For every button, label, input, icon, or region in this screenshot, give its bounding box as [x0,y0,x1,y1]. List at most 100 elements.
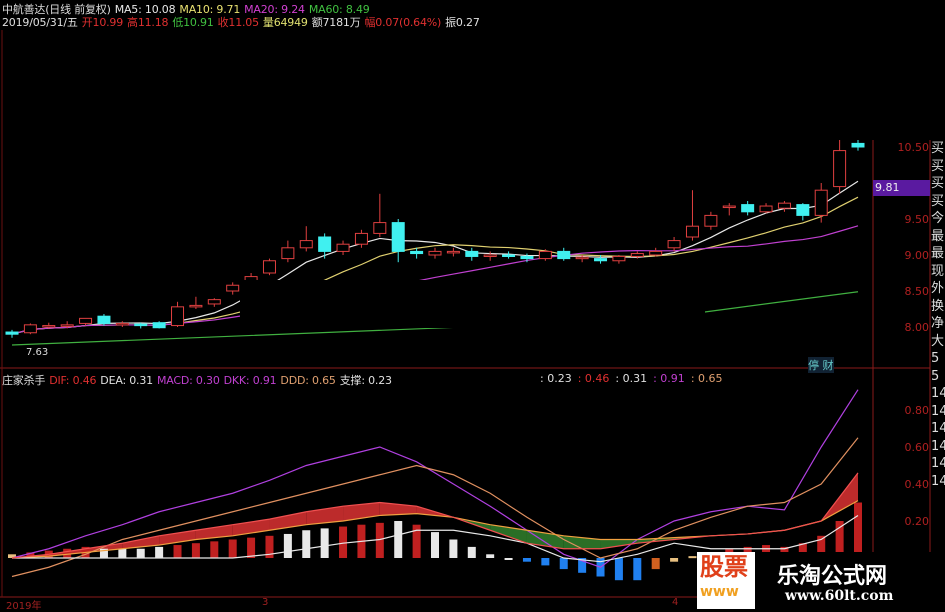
candle-body [704,214,718,227]
dif-line [11,472,859,559]
indicator-bar [155,546,164,558]
side-panel-label: 最 [931,228,945,244]
candle-body [796,204,810,216]
side-panel-label: 14 [931,456,945,471]
indicator-bar [320,528,329,558]
indicator-value: : 0.23 [540,372,572,385]
redacted-region [533,0,945,140]
indicator-bar [210,541,219,558]
indicator-bar [375,522,384,558]
side-panel-label: 买 [931,176,945,191]
low-price-label: 7.63 [26,347,49,358]
indicator-axis-label: 0.60 [904,441,930,454]
side-panel-label: 大 [931,333,945,349]
candle-body [594,258,608,262]
current-price-tag: 9.81 [873,180,930,196]
indicator-bar [63,548,72,558]
candle-body [97,315,111,324]
side-panel-label: 买 [931,158,945,174]
candle-body [171,306,185,327]
price-axis-label: 8.50 [904,285,930,298]
indicator-bar [651,558,660,570]
indicator-value: DEA: 0.31 [100,374,153,387]
indicator-axis-label: 0.20 [904,515,930,528]
watermark-name: 乐淘公式网 [777,563,888,589]
watermark-logo: 股票 www [697,552,755,609]
price-axis-label: 8.00 [904,321,930,334]
indicator-repeat-values: : 0.23: 0.46: 0.31: 0.91: 0.65 [540,372,729,385]
indicator-value: DDD: 0.65 [280,374,336,387]
ma-value: MA5: 10.08 [114,3,176,16]
quote-value: 收11.05 [217,16,259,29]
candle-body [483,254,497,257]
candle-body [189,304,203,308]
quote-value: 高11.18 [127,16,169,29]
date-label: 4 [672,597,679,608]
candle-body [833,150,847,188]
dif-dea-area [600,539,638,549]
indicator-bar [412,524,421,558]
indicator-bar [559,558,568,570]
candle-body [134,323,148,327]
indicator-bar [798,543,807,558]
indicator-bar [283,533,292,558]
candle-body [152,322,166,329]
candle-body [649,250,663,256]
ma-value: MA60: 8.49 [308,3,370,16]
indicator-value: MACD: 0.30 [156,374,220,387]
candle-body [373,222,387,234]
price-axis-label: 9.00 [904,249,930,262]
watermark: 股票 www 乐淘公式网 www.60lt.com [697,552,945,609]
indicator-bar [26,552,35,558]
redacted-region [240,280,705,328]
side-panel-label: 买 [931,141,945,156]
candle-body [79,317,93,324]
side-panel-label: 14 [931,473,945,489]
indicator-value: : 0.91 [653,372,685,385]
side-panel-label: 5 [931,351,940,366]
indicator-name[interactable]: 庄家杀手 [2,374,46,387]
indicator-bar [578,558,587,573]
candle-body [759,205,773,213]
price-axis-label: 9.50 [904,213,930,226]
candle-body [299,240,313,249]
ddd-line [11,437,859,578]
candle-body [814,189,828,216]
indicator-bar [854,502,862,558]
side-panel-label: 14 [931,438,945,454]
candle-body [851,142,865,148]
candle-body [42,325,56,328]
candle-body [741,204,755,213]
stock-title: 中航善达(日线 前复权) [2,3,111,16]
quote-value: 振0.27 [445,16,480,29]
support-line [12,514,859,563]
ma-value: MA20: 9.24 [244,3,305,16]
candle-body [5,331,19,335]
candle-body [777,202,791,209]
candle-body [630,253,644,257]
indicator-axis-label: 0.80 [904,404,930,417]
price-axis-label: 10.50 [897,141,930,154]
indicator-bar [99,548,108,558]
indicator-bar [394,521,403,558]
candle-body [262,260,276,274]
indicator-bar [762,545,771,558]
quote-value: 额7181万 [311,16,361,29]
candle-body [281,247,295,260]
quote-value: 低10.91 [172,16,214,29]
header-title-row: 中航善达(日线 前复权) MA5: 10.08 MA10: 9.71 MA20: 9.… [2,1,374,17]
finance-button[interactable]: 停 财 [808,357,834,373]
indicator-bar [467,546,476,558]
candle-body [428,250,442,256]
candle-body [465,250,479,257]
indicator-bar [522,558,531,562]
indicator-bar [431,532,439,558]
indicator-bar [191,543,200,558]
indicator-bar [670,558,679,562]
candle-body [667,240,681,249]
indicator-bar [614,558,623,581]
indicator-bar [8,554,16,558]
candle-body [557,250,571,260]
side-panel-label: 今 [931,211,945,226]
